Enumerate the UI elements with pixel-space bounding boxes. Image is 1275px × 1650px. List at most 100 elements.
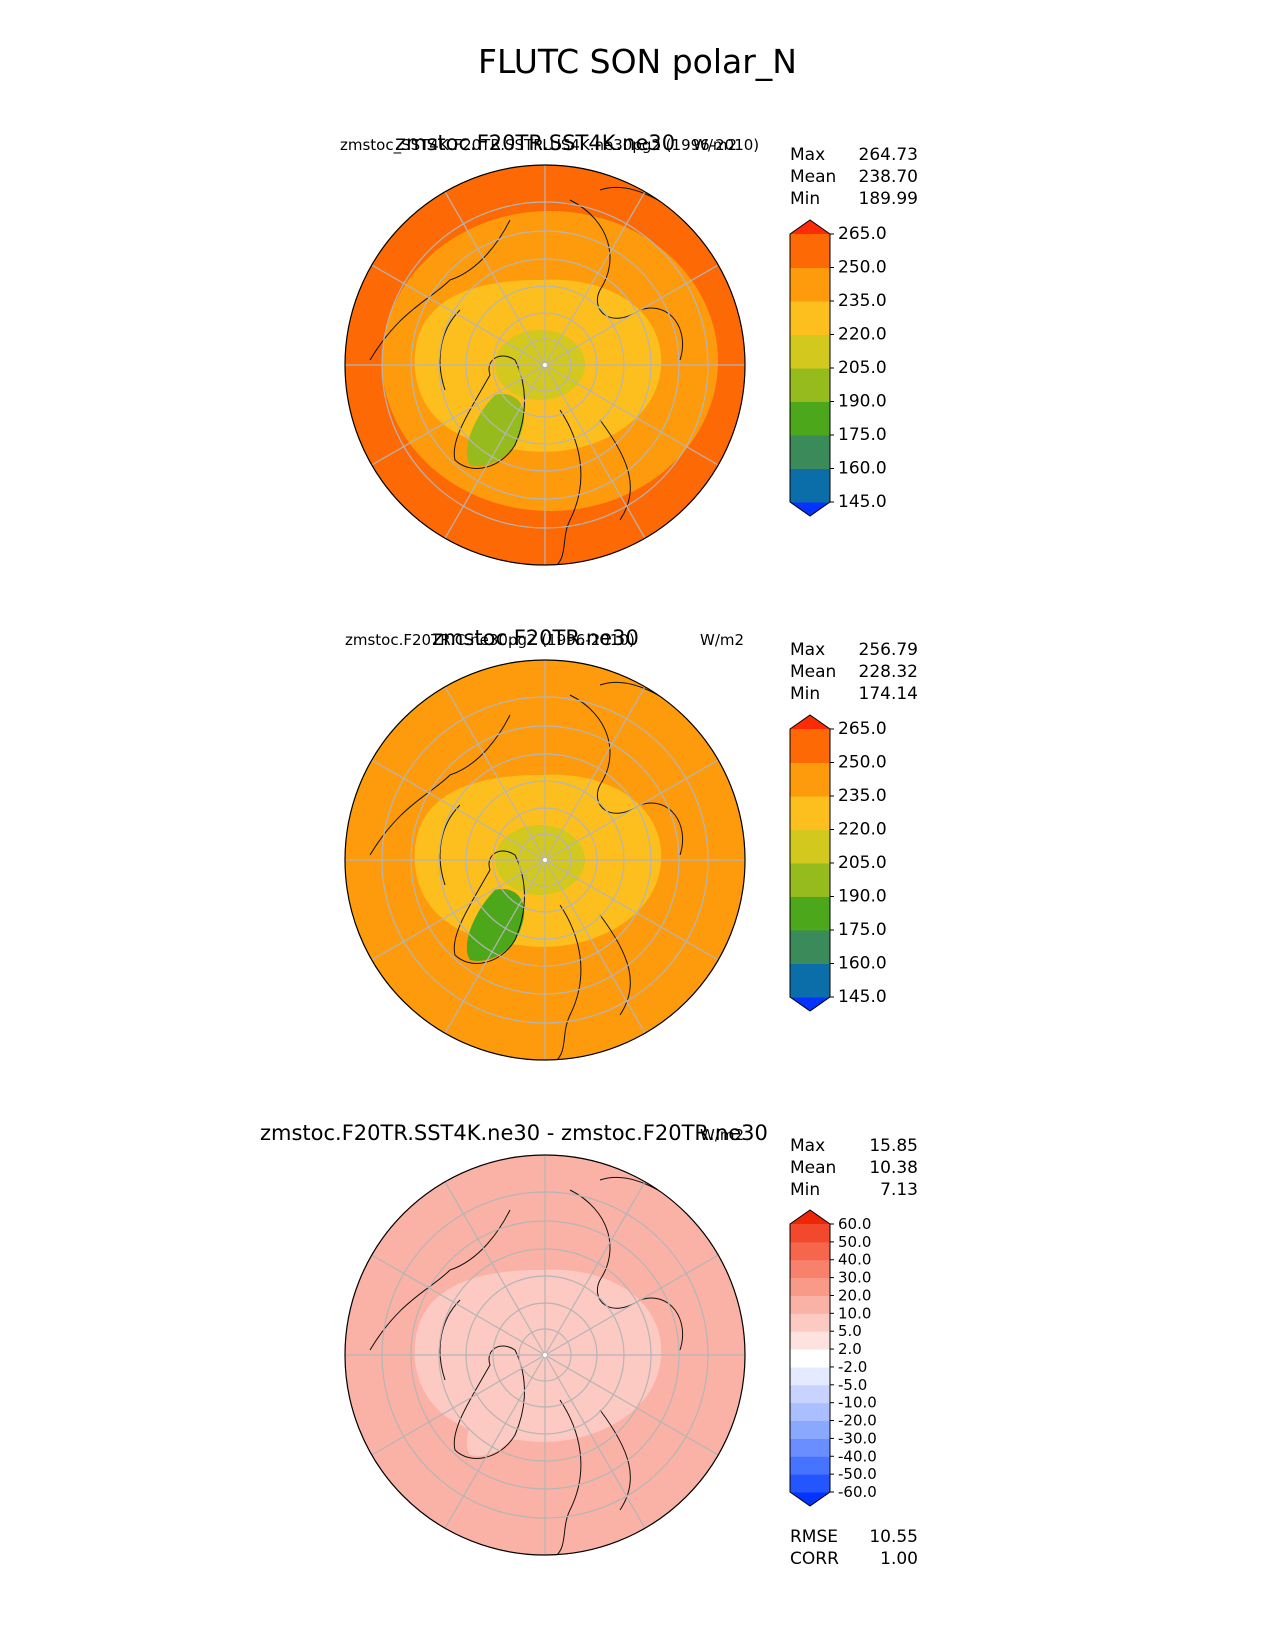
colorbar-tick-label: -40.0 <box>838 1447 877 1465</box>
corr-value: 1.00 <box>880 1549 918 1569</box>
colorbar-extend-max <box>790 220 830 234</box>
europe-coast <box>549 1399 631 1555</box>
longitude-line <box>544 364 719 466</box>
stat-min-label: Min <box>790 1180 821 1200</box>
panel1-stats: Max 264.73 Mean 238.70 Min 189.99 <box>790 145 918 215</box>
panel2-units: W/m2 <box>700 631 745 649</box>
longitude-line <box>371 1254 546 1356</box>
panel1-units: W/m2 <box>693 136 738 154</box>
graticule <box>345 660 745 1060</box>
colorbar-tick-label: -10.0 <box>838 1394 877 1412</box>
colorbar-bin <box>790 762 830 797</box>
colorbar-bin <box>790 368 830 402</box>
colorbar-tick-label: 175.0 <box>838 920 887 940</box>
colorbar-bin <box>790 729 830 763</box>
colorbar-tick-label: -20.0 <box>838 1412 877 1430</box>
colorbar-bin <box>790 267 830 302</box>
colorbar-bin <box>790 1456 830 1475</box>
longitude-line <box>371 759 546 861</box>
longitude-line <box>544 686 646 861</box>
stat-min-value: 7.13 <box>880 1180 918 1200</box>
stat-min-value: 174.14 <box>858 684 918 704</box>
colorbar-tick-label: 145.0 <box>838 492 887 512</box>
colorbar-tick-label: 60.0 <box>838 1215 871 1233</box>
stat-min-label: Min <box>790 684 821 704</box>
colorbar-tick-label: 50.0 <box>838 1233 871 1251</box>
stat-max-label: Max <box>790 145 826 165</box>
colorbar-tick-label: 220.0 <box>838 325 887 345</box>
colorbar-bin <box>790 1349 830 1368</box>
field-greenland <box>466 1384 525 1456</box>
colorbar-tick-label: 250.0 <box>838 753 887 773</box>
colorbar-bin <box>790 796 830 830</box>
colorbar-tick-label: 205.0 <box>838 358 887 378</box>
colorbar-bin <box>790 1313 830 1332</box>
longitude-line <box>544 1354 646 1529</box>
colorbar-bin <box>790 963 830 998</box>
colorbar-bin <box>790 930 830 964</box>
figure-title: FLUTC SON polar_N <box>477 42 797 81</box>
longitude-line <box>544 191 646 366</box>
colorbar-tick-label: 5.0 <box>838 1322 862 1340</box>
panel2-colorbar: 265.0 250.0 235.0 220.0 205.0 190.0 175.0 160.0… <box>789 714 887 1012</box>
colorbar-bin <box>790 1402 830 1422</box>
colorbar-tick-label: 2.0 <box>838 1340 862 1358</box>
panel2-left-title: zmstoc.F20TR.C.ne30pg2 (1996-2010) <box>345 631 635 649</box>
stat-max-value: 256.79 <box>858 640 918 660</box>
rmse-value: 10.55 <box>869 1527 918 1547</box>
longitude-line <box>544 859 719 961</box>
colorbar-bin <box>790 401 830 436</box>
longitude-line <box>544 1181 646 1356</box>
colorbar-tick-label: -30.0 <box>838 1429 877 1447</box>
panel2-map <box>344 659 746 1061</box>
colorbar-tick-label: 190.0 <box>838 887 887 907</box>
longitude-line <box>544 364 646 539</box>
colorbar-tick-label: 265.0 <box>838 719 887 739</box>
longitude-line <box>444 686 546 861</box>
colorbar-tick-label: 190.0 <box>838 392 887 412</box>
colorbar-bin <box>790 234 830 268</box>
colorbar-bin <box>790 829 830 864</box>
map-boundary <box>344 164 746 566</box>
colorbar-bin <box>790 435 830 469</box>
stat-mean-label: Mean <box>790 1158 837 1178</box>
colorbar-bin <box>790 1420 830 1439</box>
longitude-line <box>544 759 719 861</box>
colorbar-tick-label: 220.0 <box>838 820 887 840</box>
stat-max-value: 264.73 <box>858 145 918 165</box>
colorbar-tick-label: 265.0 <box>838 224 887 244</box>
colorbar-extend-min <box>790 997 830 1011</box>
longitude-line <box>444 364 546 539</box>
europe-coast <box>549 409 631 565</box>
colorbar-bin <box>790 1295 830 1314</box>
pole-marker <box>543 1353 547 1357</box>
stat-max-value: 15.85 <box>869 1136 918 1156</box>
longitude-line <box>371 859 546 961</box>
colorbar-bin <box>790 1224 830 1243</box>
panel3-colorbar: 60.050.040.030.020.010.05.02.0-2.0-5.0-1… <box>789 1209 877 1507</box>
map-boundary <box>344 659 746 1061</box>
longitude-line <box>371 364 546 466</box>
colorbar-bin <box>790 301 830 335</box>
colorbar-extend-min <box>790 1492 830 1506</box>
colorbar-bin <box>790 1366 830 1386</box>
colorbar-bin <box>790 468 830 503</box>
colorbar-extend-max <box>790 715 830 729</box>
colorbar-tick-label: 235.0 <box>838 291 887 311</box>
colorbar-bin <box>790 1277 830 1296</box>
stat-mean-label: Mean <box>790 662 837 682</box>
colorbar-bin <box>790 896 830 931</box>
stat-mean-label: Mean <box>790 167 837 187</box>
graticule <box>345 1155 745 1555</box>
longitude-line <box>544 1354 719 1456</box>
colorbar-tick-label: 250.0 <box>838 258 887 278</box>
panel3-stats: Max 15.85 Mean 10.38 Min 7.13 <box>790 1136 918 1206</box>
colorbar-bin <box>790 1438 830 1457</box>
colorbar-tick-label: 160.0 <box>838 954 887 974</box>
panel1-colorbar: 265.0 250.0 235.0 220.0 205.0 190.0 175.0 160.0… <box>789 219 887 517</box>
colorbar-bin <box>790 1331 830 1350</box>
panel1-center-title: zmstoc.F20TR.SST4K.ne30 <box>395 131 676 155</box>
longitude-line <box>544 264 719 366</box>
stat-mean-value: 10.38 <box>869 1158 918 1178</box>
stat-min-value: 189.99 <box>858 189 918 209</box>
